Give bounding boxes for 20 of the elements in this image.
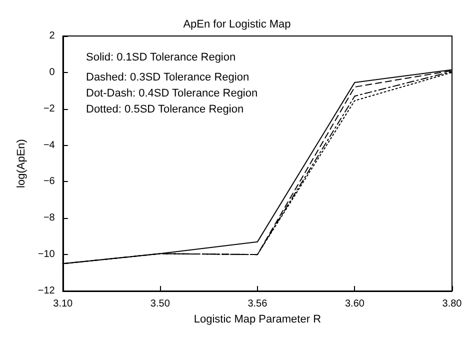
x-tick-label: 3.60 [344,298,365,310]
x-axis-title: Logistic Map Parameter R [194,313,322,326]
annotation: Dot-Dash: 0.4SD Tolerance Region [86,88,258,100]
y-tick-label: 2 [49,30,56,42]
annotation: Dotted: 0.5SD Tolerance Region [86,104,244,116]
annotation: Dashed: 0.3SD Tolerance Region [86,72,250,84]
x-tick-label: 3.56 [248,298,268,310]
y-tick-label: 0 [49,66,56,78]
y-tick-label: −12 [38,286,56,296]
y-tick-label: −4 [43,140,56,151]
x-tick-label: 3.10 [53,298,74,310]
x-tick-label: 3.80 [442,298,462,310]
y-tick-label: −2 [43,103,56,114]
y-tick-label: −10 [38,249,56,260]
x-tick-label: 3.50 [150,298,170,310]
y-tick-label: −6 [43,176,56,188]
chart-title: ApEn for Logistic Map [183,18,291,30]
y-tick-label: −8 [43,212,56,224]
y-axis-title: log(ApEn) [16,139,28,188]
annotation: Solid: 0.1SD Tolerance Region [86,52,236,64]
